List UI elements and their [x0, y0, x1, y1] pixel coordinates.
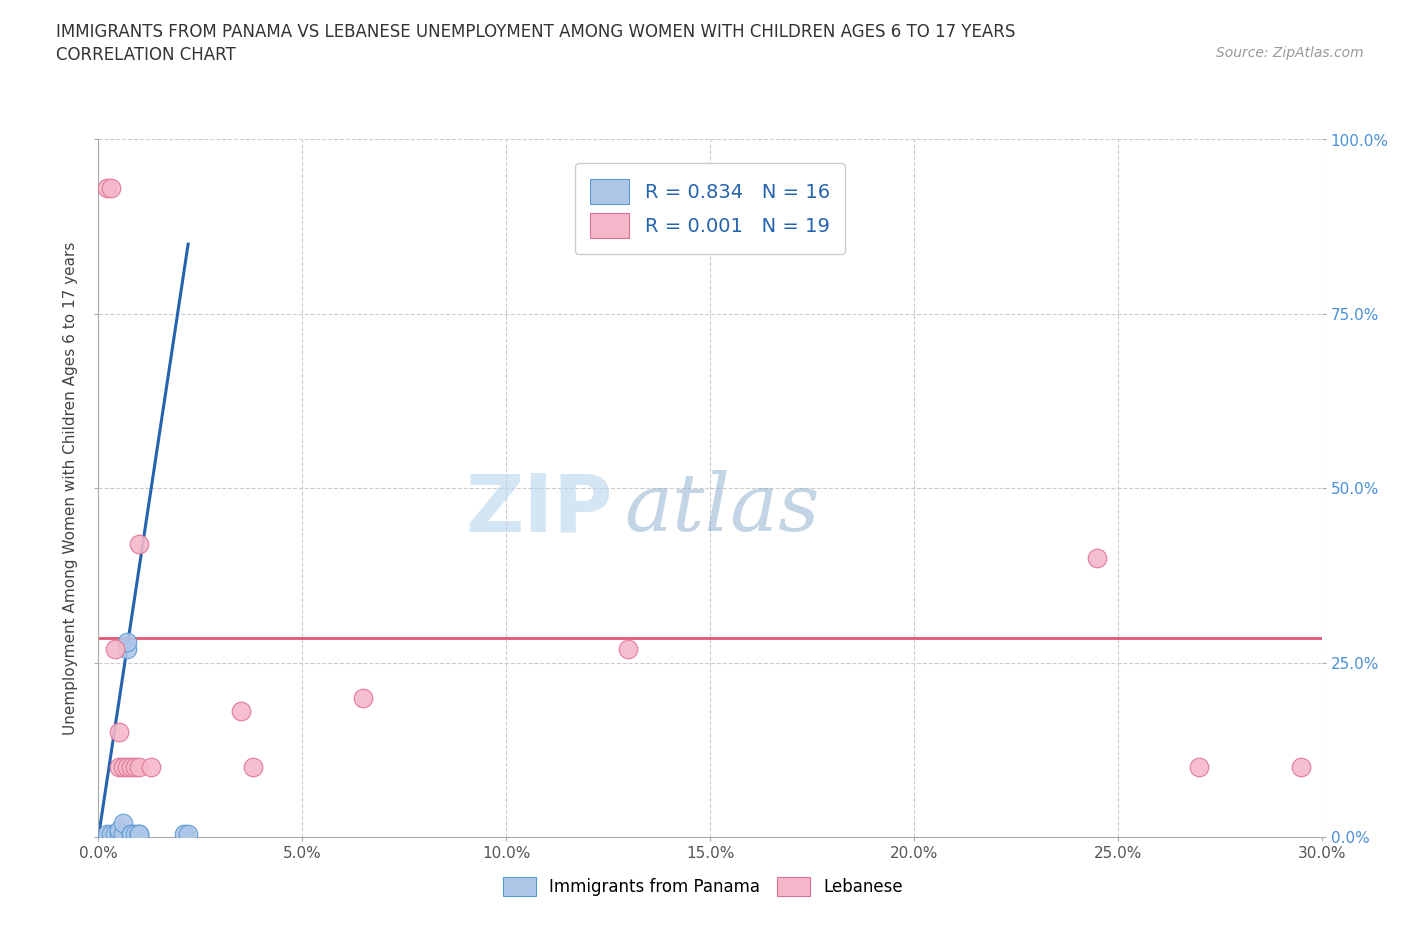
Point: [128, 537, 150, 551]
Point: [352, 690, 374, 705]
Point: [108, 823, 131, 838]
Point: [108, 725, 131, 740]
Point: [111, 826, 134, 841]
Text: ZIP: ZIP: [465, 471, 612, 548]
Point: [173, 826, 195, 841]
Point: [128, 826, 150, 841]
Point: [124, 826, 146, 841]
Point: [115, 642, 138, 657]
Text: Source: ZipAtlas.com: Source: ZipAtlas.com: [1216, 46, 1364, 60]
Point: [177, 826, 200, 841]
Point: [104, 826, 127, 841]
Point: [1291, 760, 1313, 775]
Point: [120, 826, 142, 841]
Point: [141, 760, 163, 775]
Point: [128, 826, 150, 841]
Point: [124, 760, 146, 775]
Point: [115, 634, 138, 649]
Point: [120, 826, 142, 841]
Point: [242, 760, 264, 775]
Y-axis label: Unemployment Among Women with Children Ages 6 to 17 years: Unemployment Among Women with Children A…: [63, 242, 79, 735]
Point: [120, 760, 142, 775]
Point: [100, 180, 122, 196]
Point: [100, 826, 122, 841]
Text: CORRELATION CHART: CORRELATION CHART: [56, 46, 236, 64]
Point: [111, 816, 134, 830]
Legend: R = 0.834   N = 16, R = 0.001   N = 19: R = 0.834 N = 16, R = 0.001 N = 19: [575, 163, 845, 254]
Point: [108, 760, 131, 775]
Text: IMMIGRANTS FROM PANAMA VS LEBANESE UNEMPLOYMENT AMONG WOMEN WITH CHILDREN AGES 6: IMMIGRANTS FROM PANAMA VS LEBANESE UNEMP…: [56, 23, 1015, 41]
Point: [128, 760, 150, 775]
Point: [104, 642, 127, 657]
Point: [1085, 551, 1108, 565]
Point: [115, 760, 138, 775]
Point: [617, 642, 640, 657]
Point: [231, 704, 253, 719]
Text: atlas: atlas: [624, 471, 820, 548]
Legend: Immigrants from Panama, Lebanese: Immigrants from Panama, Lebanese: [496, 870, 910, 903]
Point: [96, 826, 118, 841]
Point: [96, 180, 118, 196]
Point: [1188, 760, 1211, 775]
Point: [111, 760, 134, 775]
Point: [108, 826, 131, 841]
